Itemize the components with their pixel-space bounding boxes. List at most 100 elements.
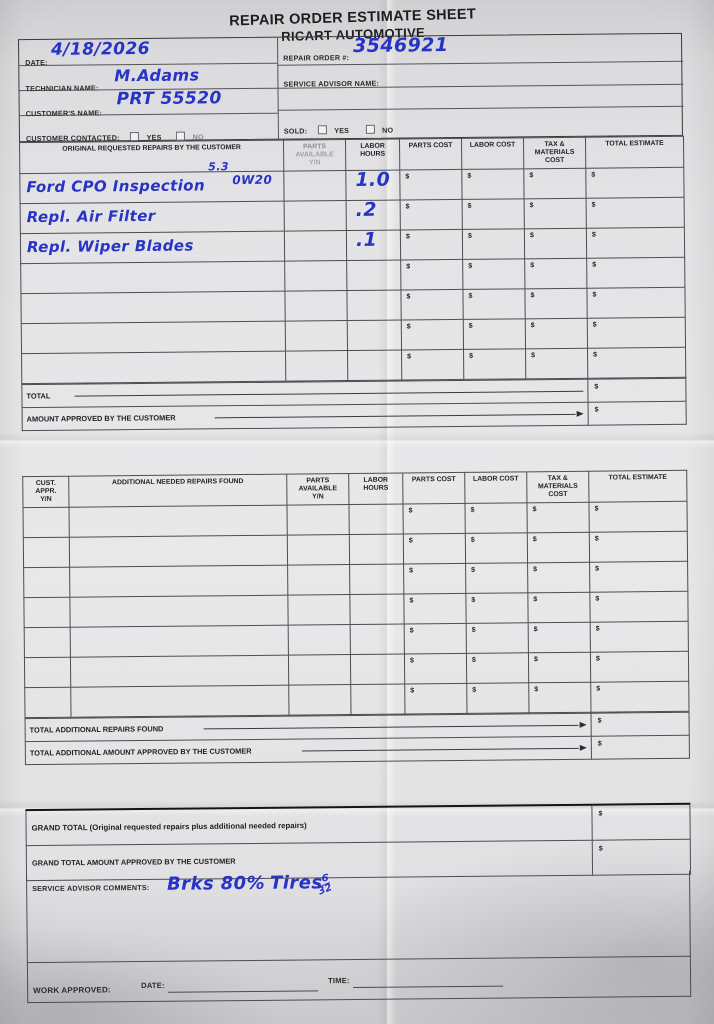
parts-cost-cell[interactable]: $ xyxy=(404,653,467,684)
parts-cost-cell[interactable]: $ xyxy=(403,563,466,594)
labor-cost-cell[interactable]: $ xyxy=(466,652,529,684)
total-estimate-cell[interactable]: $ xyxy=(586,197,685,229)
sold-yes-checkbox[interactable] xyxy=(317,125,327,135)
parts-available-cell[interactable] xyxy=(287,564,350,595)
parts-cost-cell[interactable]: $ xyxy=(400,199,463,230)
labor-cost-cell[interactable]: $ xyxy=(465,592,529,624)
parts-available-cell[interactable] xyxy=(284,290,348,321)
amount-approved-value-cell[interactable]: $ xyxy=(588,401,687,426)
total-value-cell[interactable]: $ xyxy=(587,378,687,403)
total-estimate-cell[interactable]: $ xyxy=(590,651,689,683)
grand-total-approved-value-cell[interactable]: $ xyxy=(592,839,691,876)
parts-available-cell[interactable] xyxy=(285,320,348,351)
parts-available-cell[interactable] xyxy=(288,654,351,685)
parts-cost-cell[interactable]: $ xyxy=(401,319,464,350)
labor-hours-cell[interactable] xyxy=(349,593,405,625)
total-estimate-cell[interactable]: $ xyxy=(587,317,686,349)
repair-order-field[interactable]: REPAIR ORDER #: xyxy=(283,47,349,66)
labor-hours-cell[interactable] xyxy=(347,349,402,381)
total-estimate-cell[interactable]: $ xyxy=(589,531,688,563)
cust-appr-cell[interactable] xyxy=(24,627,71,658)
parts-cost-cell[interactable]: $ xyxy=(401,349,464,380)
total-additional-found-value-cell[interactable]: $ xyxy=(591,712,690,737)
tax-materials-cost-cell[interactable]: $ xyxy=(524,198,587,229)
repair-description-cell[interactable] xyxy=(20,290,286,324)
parts-cost-cell[interactable]: $ xyxy=(402,503,466,534)
total-estimate-cell[interactable]: $ xyxy=(588,501,688,533)
repair-description-cell[interactable] xyxy=(21,320,286,354)
tax-materials-cost-cell[interactable]: $ xyxy=(524,228,587,259)
total-estimate-cell[interactable]: $ xyxy=(587,347,686,379)
labor-hours-cell[interactable] xyxy=(346,259,401,291)
total-estimate-cell[interactable]: $ xyxy=(589,591,689,623)
cust-appr-cell[interactable] xyxy=(24,687,72,718)
labor-hours-cell[interactable] xyxy=(348,503,404,535)
labor-cost-cell[interactable]: $ xyxy=(462,228,525,260)
parts-available-cell[interactable] xyxy=(284,200,347,231)
tax-materials-cost-cell[interactable]: $ xyxy=(524,258,587,289)
labor-cost-cell[interactable]: $ xyxy=(466,622,529,654)
parts-available-cell[interactable] xyxy=(284,230,347,261)
labor-cost-cell[interactable]: $ xyxy=(463,318,526,350)
labor-cost-cell[interactable]: $ xyxy=(466,682,530,714)
additional-repair-description-cell[interactable] xyxy=(70,624,289,658)
labor-cost-cell[interactable]: $ xyxy=(465,532,528,564)
repair-description-cell[interactable] xyxy=(20,260,285,294)
parts-cost-cell[interactable]: $ xyxy=(400,289,464,320)
tax-materials-cost-cell[interactable]: $ xyxy=(523,168,587,199)
cust-appr-cell[interactable] xyxy=(23,567,70,598)
parts-cost-cell[interactable]: $ xyxy=(399,169,463,200)
labor-cost-cell[interactable]: $ xyxy=(463,348,526,380)
labor-cost-cell[interactable]: $ xyxy=(462,288,526,320)
labor-cost-cell[interactable]: $ xyxy=(462,198,525,230)
labor-hours-cell[interactable]: 1.0 xyxy=(345,168,401,201)
parts-available-cell[interactable] xyxy=(285,350,348,381)
labor-hours-cell[interactable] xyxy=(346,289,402,321)
service-advisor-field[interactable]: SERVICE ADVISOR NAME: xyxy=(283,73,379,92)
additional-repair-description-cell[interactable] xyxy=(69,564,288,598)
tax-materials-cost-cell[interactable]: $ xyxy=(528,682,592,713)
total-estimate-cell[interactable]: $ xyxy=(586,257,685,289)
grand-total-value-cell[interactable]: $ xyxy=(591,803,691,841)
tax-materials-cost-cell[interactable]: $ xyxy=(526,502,590,533)
total-estimate-cell[interactable]: $ xyxy=(585,167,685,199)
labor-hours-cell[interactable] xyxy=(350,653,405,685)
additional-repair-description-cell[interactable] xyxy=(69,594,289,628)
labor-hours-cell[interactable]: .2 xyxy=(346,199,401,231)
tax-materials-cost-cell[interactable]: $ xyxy=(525,348,588,379)
parts-available-cell[interactable] xyxy=(287,534,350,565)
parts-available-cell[interactable] xyxy=(288,684,352,715)
repair-description-cell[interactable]: Ford CPO Inspection 5.3 0W20 xyxy=(19,160,285,204)
tax-materials-cost-cell[interactable]: $ xyxy=(525,318,588,349)
labor-hours-cell[interactable]: .1 xyxy=(346,229,401,261)
labor-cost-cell[interactable]: $ xyxy=(464,502,528,534)
labor-hours-cell[interactable] xyxy=(349,533,404,565)
parts-available-cell[interactable] xyxy=(288,624,351,655)
parts-cost-cell[interactable]: $ xyxy=(400,229,463,260)
tax-materials-cost-cell[interactable]: $ xyxy=(527,532,590,563)
parts-available-cell[interactable] xyxy=(287,594,351,625)
parts-available-cell[interactable] xyxy=(286,504,350,535)
cust-appr-cell[interactable] xyxy=(23,597,71,628)
parts-cost-cell[interactable]: $ xyxy=(403,533,466,564)
labor-hours-cell[interactable] xyxy=(347,319,402,351)
labor-cost-cell[interactable]: $ xyxy=(465,562,528,594)
parts-cost-cell[interactable]: $ xyxy=(404,623,467,654)
customer-contacted-yes-checkbox[interactable] xyxy=(130,132,140,142)
labor-cost-cell[interactable]: $ xyxy=(462,258,525,290)
cust-appr-cell[interactable] xyxy=(23,537,70,568)
labor-hours-cell[interactable] xyxy=(350,623,405,655)
additional-repair-description-cell[interactable] xyxy=(70,654,289,688)
date-field[interactable]: DATE: xyxy=(25,52,48,70)
parts-available-cell[interactable] xyxy=(284,260,347,291)
tax-materials-cost-cell[interactable]: $ xyxy=(528,652,591,683)
repair-description-cell[interactable] xyxy=(21,350,286,384)
total-additional-approved-value-cell[interactable]: $ xyxy=(591,735,690,760)
tax-materials-cost-cell[interactable]: $ xyxy=(524,288,588,319)
total-estimate-cell[interactable]: $ xyxy=(590,681,689,713)
work-approved-date-line[interactable] xyxy=(168,990,319,993)
tax-materials-cost-cell[interactable]: $ xyxy=(528,622,591,653)
cust-appr-cell[interactable] xyxy=(23,507,70,538)
repair-description-cell[interactable]: Repl. Air Filter xyxy=(20,200,285,234)
technician-field[interactable]: TECHNICIAN NAME: xyxy=(25,77,98,96)
